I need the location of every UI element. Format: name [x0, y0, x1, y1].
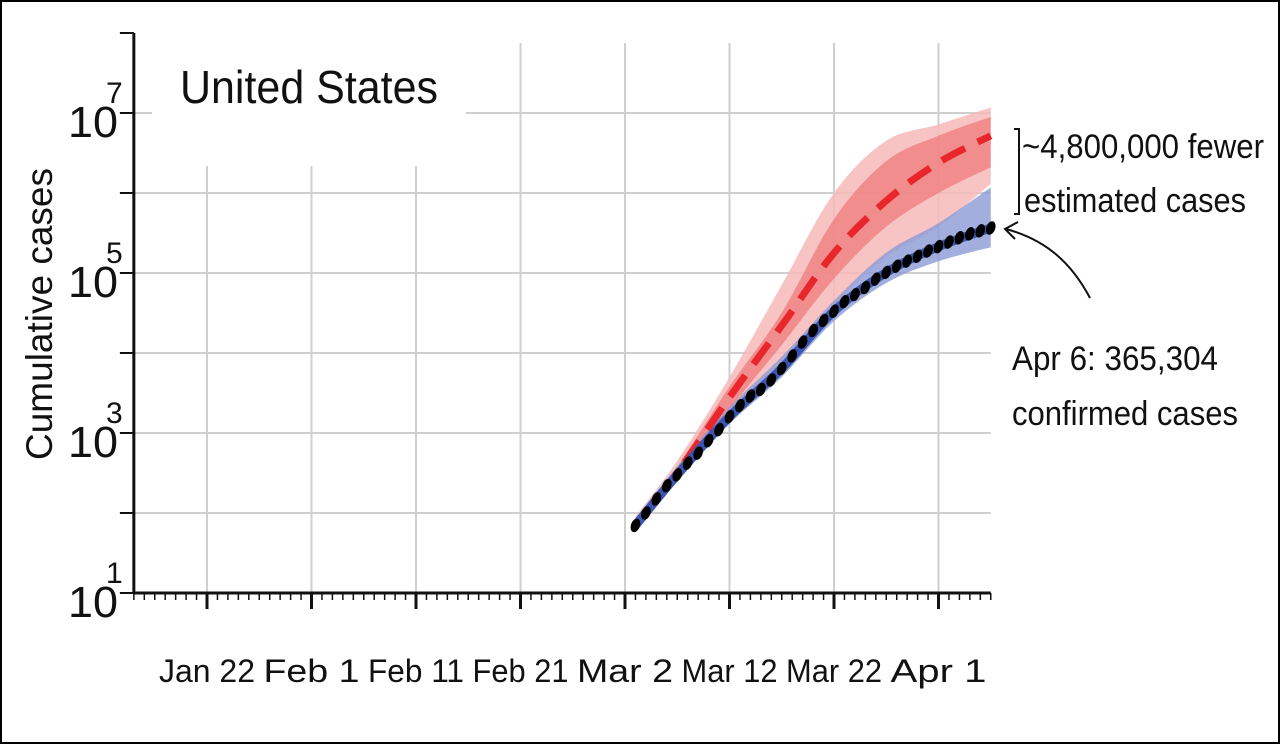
confirmed-point — [985, 221, 996, 235]
x-tick-label: Feb 21 — [473, 653, 569, 689]
confirmed-point — [703, 433, 714, 448]
confirmed-point — [975, 224, 986, 238]
confirmed-point — [714, 422, 724, 437]
confirmed-point — [954, 231, 965, 245]
y-axis-label: Cumulative cases — [19, 168, 60, 460]
y-tick-label-exponent: 1 — [106, 557, 123, 590]
y-tick-label-base: 10 — [68, 418, 118, 467]
y-tick-label-exponent: 3 — [106, 397, 123, 430]
confirmed-label-line1: Apr 6: 365,304 — [1012, 340, 1218, 378]
y-tick-label-exponent: 5 — [106, 237, 123, 270]
confirmed-points — [630, 221, 996, 533]
x-tick-label: Feb 1 — [264, 653, 360, 689]
chart-title: United States — [180, 61, 438, 113]
confirmed-point — [870, 272, 881, 286]
difference-label-line1: ~4,800,000 fewer — [1022, 128, 1264, 166]
annotations: ~4,800,000 fewer estimated cases Apr 6: … — [1003, 128, 1264, 433]
title-background — [152, 42, 466, 166]
confirmed-point — [933, 239, 944, 254]
arrow-head-icon — [1003, 221, 1019, 240]
x-tick-label: Jan 22 — [159, 653, 255, 689]
bands — [635, 107, 991, 531]
confirmed-point — [735, 398, 745, 413]
confirmed-point — [964, 227, 975, 241]
confirmed-point — [787, 349, 798, 363]
confirmed-point — [818, 313, 829, 328]
confirmed-point — [693, 446, 704, 460]
confirmed-point — [850, 287, 860, 302]
confirmed-point — [682, 456, 693, 470]
difference-bracket — [1014, 128, 1020, 215]
confirmed-point — [661, 478, 672, 493]
y-tick-label-base: 10 — [68, 98, 118, 147]
confirmed-point — [797, 335, 808, 349]
axes: Jan 22 Feb 1 Feb 11 Feb 21 Mar 2 Mar 12 Mar 22… — [68, 32, 992, 689]
confirmed-point — [881, 265, 892, 280]
confirmed-point — [891, 259, 902, 273]
x-tick-label: Feb 11 — [368, 653, 464, 689]
x-tick-label: Apr 1 — [891, 653, 987, 689]
confirmed-point — [808, 323, 818, 338]
confirmed-point — [755, 382, 766, 397]
confirmed-point — [944, 235, 954, 249]
y-tick-label-exponent: 7 — [106, 77, 123, 110]
confirmed-point — [630, 518, 641, 533]
confirmed-label-line2: confirmed cases — [1012, 395, 1238, 433]
difference-label-line2: estimated cases — [1024, 182, 1246, 220]
confirmed-point — [923, 244, 933, 258]
confirmed-point — [672, 468, 683, 482]
confirmed-point — [776, 361, 787, 376]
confirmed-point — [829, 304, 839, 318]
confirmed-point — [766, 373, 777, 387]
x-tick-label: Mar 22 — [786, 653, 882, 689]
x-tick-label: Mar 2 — [577, 653, 673, 689]
confirmed-point — [745, 389, 756, 403]
intervention-band — [635, 187, 991, 531]
confirmed-arrow — [1005, 228, 1091, 299]
estimated-line — [632, 132, 993, 528]
y-tick-label-base: 10 — [68, 578, 118, 627]
x-tick-label: Mar 12 — [682, 653, 778, 689]
estimated-inner-band — [635, 117, 991, 528]
confirmed-point — [641, 506, 651, 520]
y-tick-label-base: 10 — [68, 258, 118, 307]
confirmed-point — [839, 294, 850, 309]
confirmed-point — [724, 409, 735, 424]
confirmed-point — [902, 254, 913, 268]
confirmed-point — [651, 492, 662, 506]
confirmed-point — [912, 249, 923, 264]
confirmed-point — [860, 280, 871, 295]
